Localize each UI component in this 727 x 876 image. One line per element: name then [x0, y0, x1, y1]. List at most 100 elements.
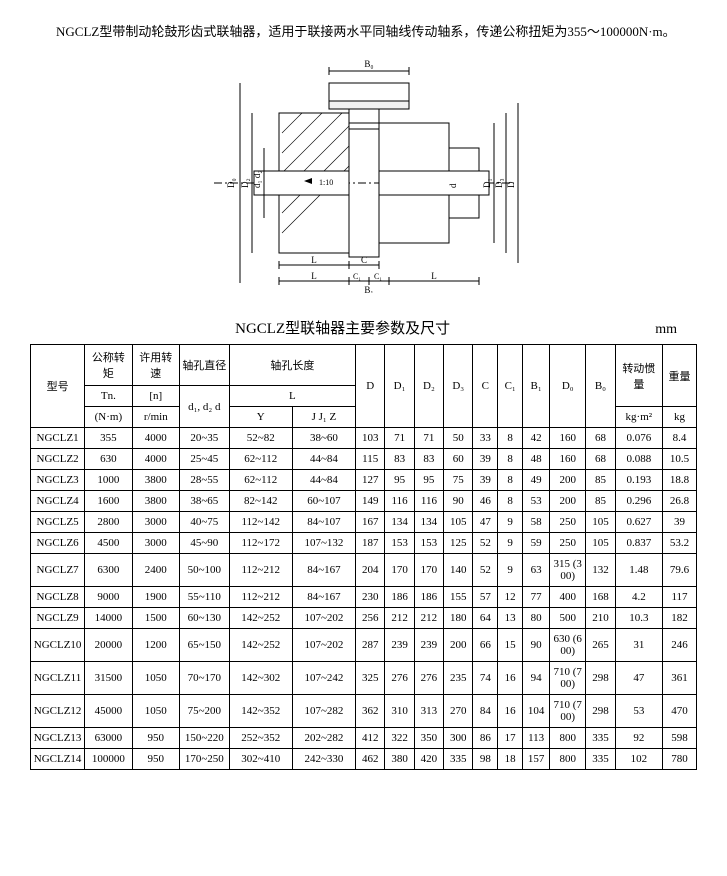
- cell-C1: 9: [498, 554, 523, 587]
- cell-y: 142~302: [229, 662, 292, 695]
- cell-I: 0.627: [615, 512, 662, 533]
- cell-D0: 710 (700): [550, 695, 586, 728]
- h-B1: B₁: [523, 345, 550, 428]
- cell-C1: 18: [498, 749, 523, 770]
- cell-j: 107~282: [292, 695, 355, 728]
- cell-D2: 95: [414, 470, 443, 491]
- table-body: NGCLZ1355400020~3552~8238~60103717150338…: [31, 428, 697, 770]
- cell-D1: 71: [385, 428, 414, 449]
- table-row: NGCLZ2630400025~4562~11244~8411583836039…: [31, 449, 697, 470]
- cell-n: 3800: [132, 470, 179, 491]
- cell-C: 57: [473, 587, 498, 608]
- cell-m: 10.5: [663, 449, 697, 470]
- cell-m: 8.4: [663, 428, 697, 449]
- cell-m: 598: [663, 728, 697, 749]
- cell-m: 780: [663, 749, 697, 770]
- cell-model: NGCLZ4: [31, 491, 85, 512]
- cell-D: 127: [356, 470, 385, 491]
- cell-n: 1500: [132, 608, 179, 629]
- cell-B1: 113: [523, 728, 550, 749]
- cell-y: 252~352: [229, 728, 292, 749]
- cell-D1: 212: [385, 608, 414, 629]
- cell-I: 53: [615, 695, 662, 728]
- cell-model: NGCLZ11: [31, 662, 85, 695]
- cell-B0: 85: [586, 470, 615, 491]
- svg-text:D₀: D₀: [226, 179, 236, 189]
- cell-m: 117: [663, 587, 697, 608]
- cell-tn: 2800: [85, 512, 132, 533]
- h-D1: D₁: [385, 345, 414, 428]
- cell-C1: 8: [498, 449, 523, 470]
- cell-tn: 9000: [85, 587, 132, 608]
- cell-B0: 335: [586, 728, 615, 749]
- cell-D3: 180: [444, 608, 473, 629]
- cell-D: 187: [356, 533, 385, 554]
- svg-text:d: d: [448, 183, 458, 188]
- cell-tn: 355: [85, 428, 132, 449]
- h-JJZ: J J₁ Z: [292, 407, 355, 428]
- cell-j: 44~84: [292, 449, 355, 470]
- cell-y: 142~252: [229, 629, 292, 662]
- cell-D0: 710 (700): [550, 662, 586, 695]
- cell-model: NGCLZ12: [31, 695, 85, 728]
- cell-D2: 276: [414, 662, 443, 695]
- cell-D: 167: [356, 512, 385, 533]
- table-row: NGCLZ52800300040~75112~14284~10716713413…: [31, 512, 697, 533]
- cell-m: 18.8: [663, 470, 697, 491]
- cell-D3: 140: [444, 554, 473, 587]
- cell-d: 45~90: [179, 533, 229, 554]
- cell-model: NGCLZ5: [31, 512, 85, 533]
- cell-D: 103: [356, 428, 385, 449]
- table-row: NGCLZ1363000950150~220252~352202~2824123…: [31, 728, 697, 749]
- cell-D1: 83: [385, 449, 414, 470]
- cell-m: 470: [663, 695, 697, 728]
- cell-n: 3000: [132, 533, 179, 554]
- cell-I: 1.48: [615, 554, 662, 587]
- table-row: NGCLZ14100000950170~250302~410242~330462…: [31, 749, 697, 770]
- svg-text:D₃: D₃: [494, 179, 504, 189]
- coupling-diagram: B₀: [194, 53, 534, 297]
- svg-text:C₁: C₁: [352, 272, 360, 281]
- cell-D3: 125: [444, 533, 473, 554]
- cell-D2: 420: [414, 749, 443, 770]
- cell-D1: 116: [385, 491, 414, 512]
- cell-D1: 95: [385, 470, 414, 491]
- cell-m: 246: [663, 629, 697, 662]
- cell-D0: 160: [550, 428, 586, 449]
- cell-model: NGCLZ8: [31, 587, 85, 608]
- cell-B0: 105: [586, 533, 615, 554]
- svg-text:D₂: D₂: [240, 179, 250, 189]
- cell-tn: 1600: [85, 491, 132, 512]
- table-title: NGCLZ型联轴器主要参数及尺寸: [30, 317, 655, 338]
- cell-model: NGCLZ6: [31, 533, 85, 554]
- cell-model: NGCLZ1: [31, 428, 85, 449]
- cell-m: 361: [663, 662, 697, 695]
- h-n-label: 许用转速: [132, 345, 179, 386]
- cell-D: 115: [356, 449, 385, 470]
- cell-C1: 9: [498, 533, 523, 554]
- cell-C: 52: [473, 554, 498, 587]
- cell-C1: 8: [498, 428, 523, 449]
- cell-D: 462: [356, 749, 385, 770]
- cell-I: 102: [615, 749, 662, 770]
- cell-tn: 6300: [85, 554, 132, 587]
- cell-I: 0.076: [615, 428, 662, 449]
- cell-B0: 105: [586, 512, 615, 533]
- cell-C: 39: [473, 470, 498, 491]
- cell-B1: 77: [523, 587, 550, 608]
- cell-B1: 48: [523, 449, 550, 470]
- cell-C1: 16: [498, 695, 523, 728]
- cell-y: 62~112: [229, 449, 292, 470]
- cell-m: 182: [663, 608, 697, 629]
- cell-D1: 380: [385, 749, 414, 770]
- svg-text:L: L: [311, 271, 317, 281]
- cell-model: NGCLZ3: [31, 470, 85, 491]
- cell-C1: 8: [498, 491, 523, 512]
- h-boredia: 轴孔直径: [179, 345, 229, 386]
- cell-D: 230: [356, 587, 385, 608]
- cell-I: 31: [615, 629, 662, 662]
- cell-C: 66: [473, 629, 498, 662]
- cell-D1: 310: [385, 695, 414, 728]
- cell-D0: 250: [550, 512, 586, 533]
- cell-n: 2400: [132, 554, 179, 587]
